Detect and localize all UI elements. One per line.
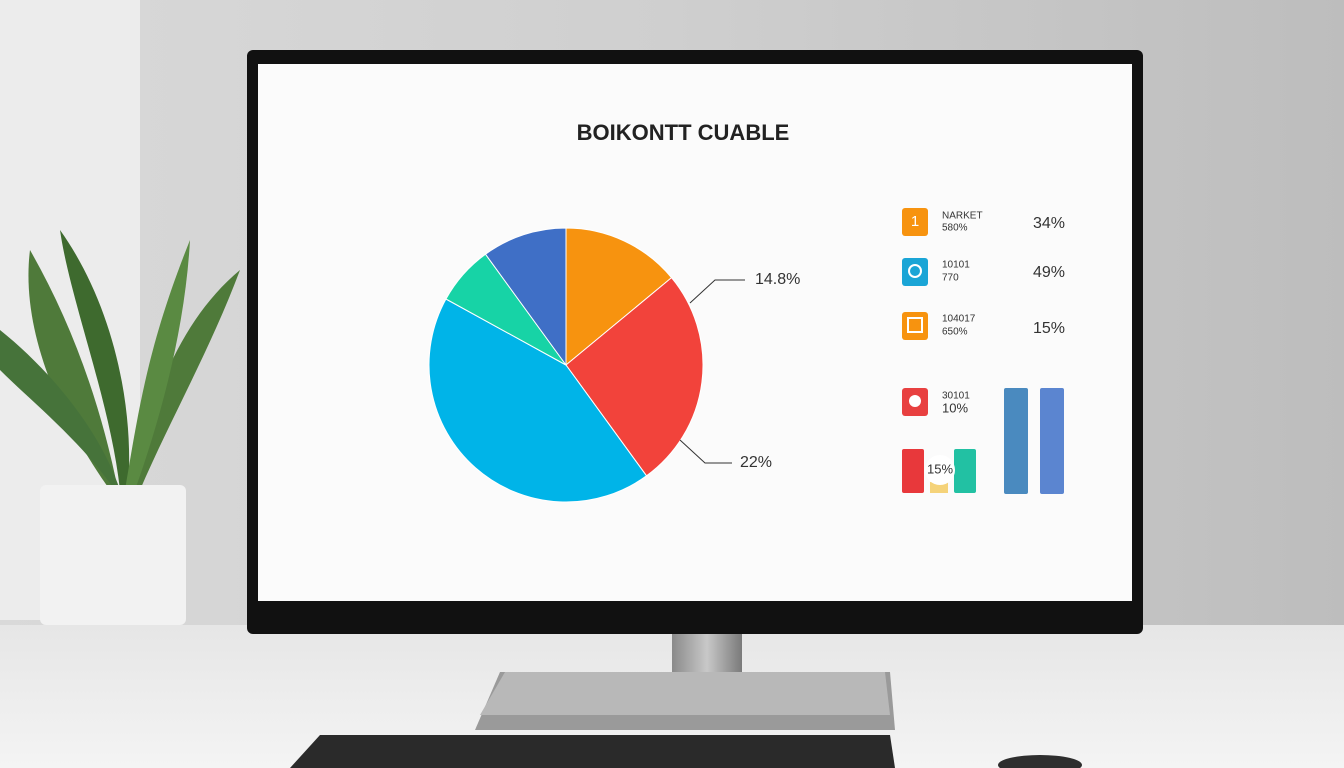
pie-slice [428,298,648,503]
item-label: 10101 [942,260,970,271]
annotation: 22% [740,454,772,471]
icon-glyph [907,317,923,333]
item-sublabel: 10% [942,400,968,415]
item-sublabel: 580% [942,223,968,234]
annotation: 14.8% [755,271,800,288]
bar-badge [925,455,955,485]
plant [0,230,240,490]
item-label: 30101 [942,391,970,402]
icon-glyph [909,395,921,407]
pie-slice [565,227,673,367]
item-label: 104017 [942,314,976,325]
icon [902,208,928,236]
bar-label: 15% [927,461,953,476]
pie-slice [565,276,704,477]
bar [902,449,924,493]
leader-line [689,279,745,304]
bar [1040,388,1064,494]
item-label: NARKET [942,211,983,222]
monitor-base-top [480,672,890,715]
bar [954,449,976,493]
keyboard [290,735,895,768]
item-value: 15% [1033,320,1065,337]
bar [930,482,948,493]
item-sublabel: 770 [942,273,959,284]
leader-line [679,439,732,464]
plant-pot [40,485,186,625]
chart-title: BOIKONTT CUABLE [577,120,790,145]
icon-text: 1 [911,213,919,230]
item-value: 34% [1033,215,1065,232]
item-sublabel: 650% [942,327,968,338]
item-value: 49% [1033,264,1065,281]
bar [1004,388,1028,494]
icon [902,258,928,286]
mouse [998,755,1082,768]
icon-glyph [908,264,922,278]
icon [902,312,928,340]
pie [428,227,704,503]
pie-slice [484,227,567,367]
